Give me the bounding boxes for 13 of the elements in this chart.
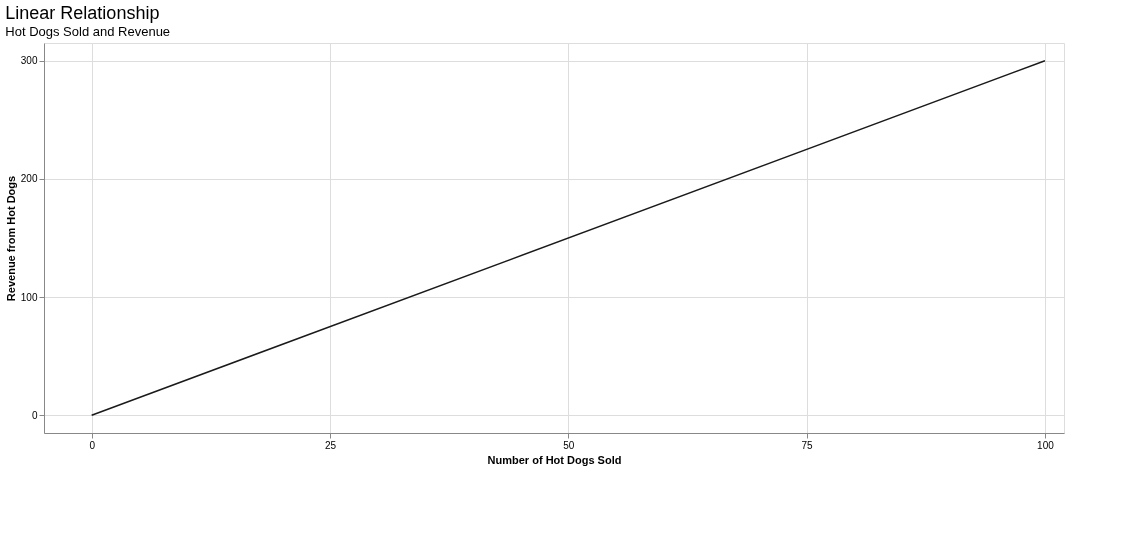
x-tick-label: 100 bbox=[1037, 439, 1055, 451]
y-tick-label: 200 bbox=[20, 173, 38, 185]
y-tick-label: 0 bbox=[31, 409, 38, 421]
x-tick-label: 0 bbox=[89, 439, 96, 451]
y-tick-label: 300 bbox=[20, 55, 38, 67]
y-tick-label: 100 bbox=[20, 291, 38, 303]
chart-title: Linear Relationship bbox=[5, 3, 160, 23]
x-axis-title: Number of Hot Dogs Sold bbox=[487, 453, 622, 466]
x-tick-label: 50 bbox=[563, 439, 575, 451]
y-axis-title: Revenue from Hot Dogs bbox=[4, 175, 17, 302]
x-tick-label: 25 bbox=[324, 439, 337, 451]
chart-subtitle: Hot Dogs Sold and Revenue bbox=[5, 24, 171, 39]
x-tick-label: 75 bbox=[801, 439, 814, 451]
